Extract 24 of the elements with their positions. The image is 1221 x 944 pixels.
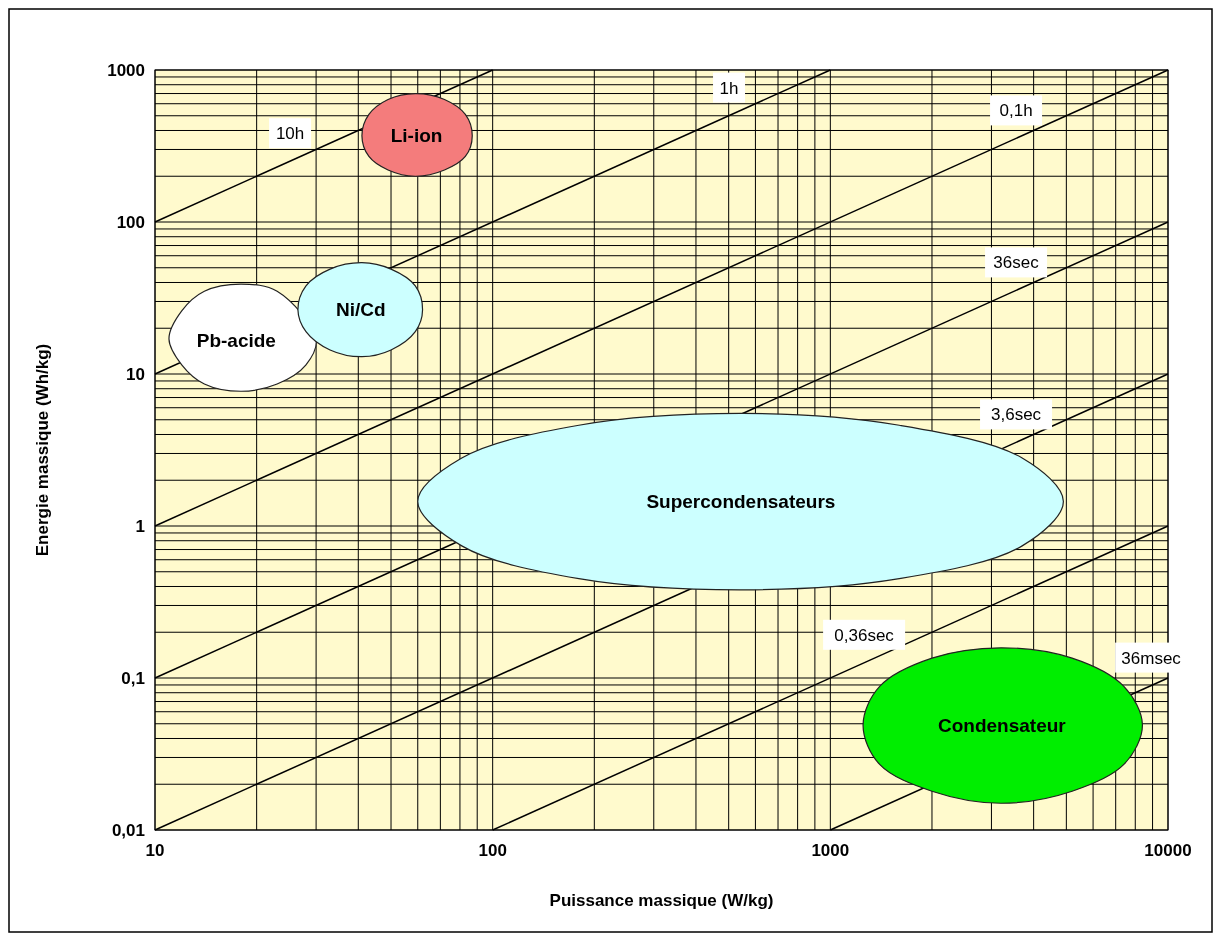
- series-label: Li-ion: [390, 124, 443, 146]
- series-label: Pb-acide: [196, 330, 276, 352]
- x-tick-label: 10000: [1144, 841, 1192, 860]
- series-label: 36msec: [1121, 648, 1182, 668]
- series-label: 0,1h: [999, 101, 1033, 121]
- y-tick-label: 0,01: [111, 820, 145, 840]
- x-tick-label: 100: [478, 841, 507, 860]
- x-tick-label: 10: [145, 841, 165, 860]
- y-tick-label: 10: [126, 364, 145, 384]
- x-axis-title: Puissance massique (W/kg): [549, 891, 774, 910]
- series-label: 1h: [719, 78, 739, 98]
- series-label: 0,36sec: [834, 625, 895, 645]
- series-label: Ni/Cd: [335, 298, 386, 320]
- series-label: 3,6sec: [991, 405, 1042, 425]
- x-tick-label: 1000: [811, 841, 850, 860]
- y-tick-label: 100: [116, 212, 145, 232]
- series-label: 36sec: [993, 253, 1040, 273]
- y-tick-label: 0,1: [121, 668, 145, 688]
- y-axis-title: Energie massique (Wh/kg): [33, 343, 52, 557]
- y-tick-label: 1: [135, 516, 145, 536]
- series-label: Condensateur: [938, 714, 1067, 736]
- y-tick-label: 1000: [107, 60, 145, 80]
- series-label: 10h: [275, 124, 305, 144]
- series-label: Supercondensateurs: [646, 491, 836, 513]
